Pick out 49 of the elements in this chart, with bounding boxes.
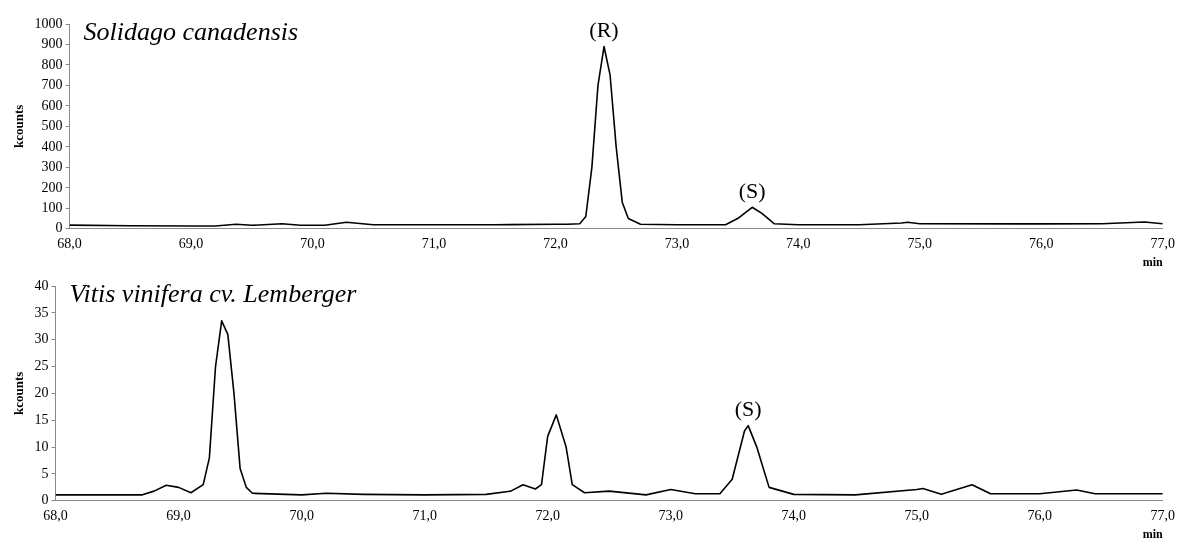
x-tick-label: 75,0 xyxy=(904,507,929,523)
x-tick-label: 72,0 xyxy=(535,507,560,523)
y-tick-label: 0 xyxy=(41,492,49,508)
x-tick-label: 74,0 xyxy=(786,235,811,251)
x-tick-label: 70,0 xyxy=(289,507,314,523)
y-tick-label: 200 xyxy=(41,179,63,195)
x-tick-label: 76,0 xyxy=(1029,235,1054,251)
y-axis-title: kcounts xyxy=(11,104,27,149)
y-tick-label: 1000 xyxy=(34,15,63,31)
y-tick-label: 20 xyxy=(34,385,49,401)
y-tick-label: 15 xyxy=(34,411,49,427)
y-tick-label: 800 xyxy=(41,56,63,72)
y-tick-label: 40 xyxy=(34,277,49,293)
annotation: (R) xyxy=(589,17,619,43)
x-tick-label: 68,0 xyxy=(43,507,68,523)
annotation: (S) xyxy=(738,178,766,204)
chart-title: Vitis vinifera cv. Lemberger xyxy=(69,278,358,308)
x-axis-title: min xyxy=(1142,526,1164,541)
y-tick-label: 100 xyxy=(41,199,63,215)
annotation: (S) xyxy=(734,396,762,422)
y-tick-label: 400 xyxy=(41,138,63,154)
y-tick-label: 500 xyxy=(41,118,63,134)
y-axis-title: kcounts xyxy=(11,371,27,416)
x-axis-title: min xyxy=(1142,254,1164,269)
x-tick-label: 76,0 xyxy=(1027,507,1052,523)
y-tick-label: 900 xyxy=(41,36,63,52)
x-tick-label: 69,0 xyxy=(166,507,191,523)
x-tick-label: 71,0 xyxy=(412,507,437,523)
x-tick-label: 71,0 xyxy=(421,235,447,251)
x-tick-label: 77,0 xyxy=(1150,235,1175,251)
x-tick-label: 70,0 xyxy=(300,235,325,251)
y-tick-label: 700 xyxy=(41,77,63,93)
x-tick-label: 75,0 xyxy=(907,235,933,251)
x-tick-label: 77,0 xyxy=(1150,507,1175,523)
x-tick-label: 73,0 xyxy=(664,235,690,251)
y-tick-label: 0 xyxy=(55,220,63,236)
y-tick-label: 25 xyxy=(34,358,49,374)
x-tick-label: 72,0 xyxy=(543,235,568,251)
x-tick-label: 68,0 xyxy=(57,235,82,251)
y-tick-label: 30 xyxy=(34,331,49,347)
y-tick-label: 600 xyxy=(41,97,63,113)
x-tick-label: 74,0 xyxy=(781,507,806,523)
y-tick-label: 300 xyxy=(41,159,63,175)
y-tick-label: 10 xyxy=(34,438,49,454)
x-tick-label: 73,0 xyxy=(658,507,683,523)
chart-title: Solidago canadensis xyxy=(83,16,299,46)
y-tick-label: 5 xyxy=(41,465,49,481)
x-tick-label: 69,0 xyxy=(178,235,204,251)
y-tick-label: 35 xyxy=(34,304,49,320)
